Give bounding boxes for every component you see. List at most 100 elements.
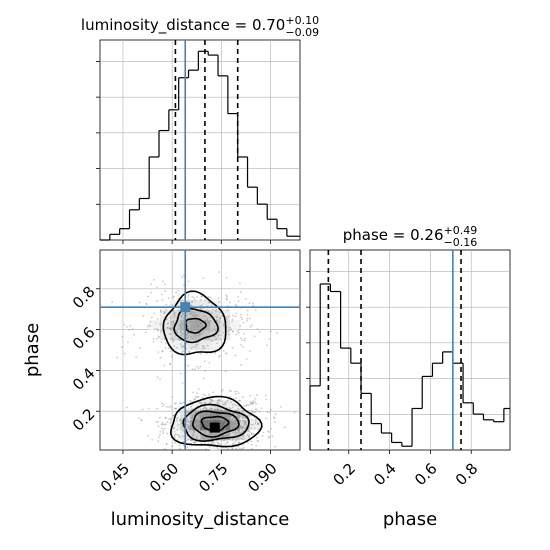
sample-point [121,335,124,338]
sample-point [195,411,197,414]
sample-point [224,442,227,445]
sample-point [243,417,246,419]
sample-point [161,422,164,424]
sample-point [187,328,190,330]
sample-point [210,408,212,411]
sample-point [229,415,232,417]
sample-point [230,401,233,404]
sample-point [120,346,123,349]
sample-point [198,334,201,336]
sample-point [187,296,190,298]
sample-point [199,420,201,423]
sample-point [204,420,207,423]
sample-point [228,301,231,304]
sample-point [169,363,172,366]
sample-point [231,439,234,441]
contour-mode0-level2 [182,403,250,442]
sample-point [153,328,156,330]
sample-point [200,323,203,326]
sample-point [188,420,191,423]
sample-point [123,352,126,355]
sample-point [242,429,245,432]
sample-point [204,315,207,318]
sample-point [160,293,163,296]
sample-point [237,332,240,334]
sample-point [250,423,253,426]
density-cell [190,320,201,331]
sample-point [168,327,171,330]
sample-point [240,430,243,433]
sample-point [203,347,206,349]
sample-point [216,417,219,420]
sample-point [194,314,197,317]
sample-point [243,419,246,422]
sample-point [197,420,200,423]
sample-point [227,333,230,336]
sample-point [248,317,251,320]
density-cell [170,330,181,341]
sample-point [163,311,166,314]
sample-point [192,429,195,431]
sample-point [264,394,267,397]
sample-point [156,328,159,331]
sample-point [179,325,182,327]
sample-point [191,295,194,298]
sample-point [234,315,237,318]
sample-point [262,431,265,434]
sample-point [240,316,242,319]
sample-point [237,430,240,433]
sample-point [250,433,253,435]
sample-point [200,424,203,427]
sample-point [187,364,190,367]
sample-point [222,403,225,406]
sample-point [234,303,237,306]
sample-point [235,432,238,434]
sample-point [242,346,245,348]
sample-point [243,437,246,440]
sample-point [253,427,256,430]
joint-xtick-label-0: 0.45 [97,460,133,496]
sample-point [280,405,282,408]
sample-point [173,407,176,410]
sample-point [254,401,257,403]
sample-point [170,333,172,335]
sample-point [177,417,180,419]
sample-point [175,433,178,436]
sample-point [252,304,255,307]
sample-point [176,439,179,441]
sample-point [227,426,229,429]
density-cell [220,420,231,431]
sample-point [202,393,205,396]
sample-point [250,324,253,326]
sample-point [170,321,173,324]
sample-point [213,408,216,411]
sample-point [270,408,272,411]
sample-point [160,330,163,333]
sample-point [239,407,242,410]
sample-point [224,433,227,436]
sample-point [252,400,255,402]
sample-point [193,431,195,434]
sample-point [182,323,185,325]
sample-point [203,406,206,408]
sample-point [244,417,247,420]
sample-point [197,424,200,426]
sample-point [246,441,249,444]
sample-point [191,300,194,302]
sample-point [198,423,201,426]
sample-point [227,438,230,441]
sample-point [191,301,193,304]
sample-point [231,406,234,409]
sample-point [236,390,239,393]
sample-point [187,438,190,441]
sample-point [188,312,191,315]
sample-point [220,338,223,341]
sample-point [165,303,168,306]
sample-point [230,427,233,430]
sample-point [225,422,228,425]
sample-point [164,342,167,345]
sample-point [220,390,223,393]
sample-point [156,299,159,302]
sample-point [246,430,249,432]
sample-point [228,428,230,431]
